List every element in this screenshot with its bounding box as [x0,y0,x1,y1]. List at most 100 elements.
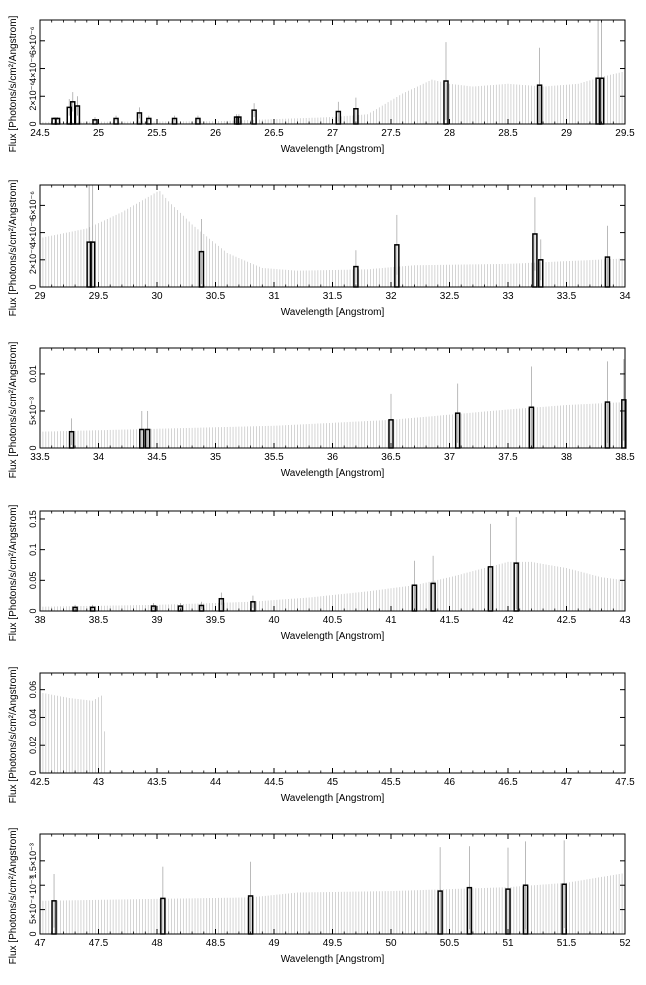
x-tick-label: 40 [268,615,280,626]
x-tick-label: 38.5 [615,452,635,463]
x-tick-label: 39.5 [206,615,226,626]
y-tick-label: 10⁻³ [28,876,38,894]
x-tick-label: 46.5 [498,777,518,788]
y-tick-label: 6×10⁻⁶ [28,191,38,220]
x-tick-label: 41 [385,615,397,626]
x-tick-label: 42.5 [557,615,577,626]
x-tick-label: 29 [34,291,46,302]
y-axis-label: Flux [Photons/s/cm²/Angstrom] [8,504,19,641]
y-axis-label: Flux [Photons/s/cm²/Angstrom] [8,341,19,478]
x-tick-label: 25.5 [147,128,167,139]
x-tick-label: 47 [34,938,46,949]
y-axis-label: Flux [Photons/s/cm²/Angstrom] [8,666,19,803]
x-tick-label: 36 [327,452,339,463]
x-axis-label: Wavelength [Angstrom] [281,144,385,155]
x-tick-label: 38 [561,452,573,463]
y-tick-label: 0.01 [28,365,38,383]
y-tick-label: 0 [28,121,38,126]
x-tick-label: 29.5 [615,128,635,139]
x-tick-label: 47 [561,777,573,788]
y-tick-label: 5×10⁻³ [28,397,38,425]
x-tick-label: 31 [268,291,280,302]
x-tick-label: 34.5 [147,452,167,463]
x-axis-label: Wavelength [Angstrom] [281,954,385,965]
x-tick-label: 38.5 [89,615,109,626]
x-tick-label: 30 [151,291,163,302]
x-tick-label: 31.5 [323,291,343,302]
y-tick-label: 1.5×10⁻³ [28,843,38,879]
y-tick-label: 0.04 [28,709,38,727]
y-tick-label: 0.05 [28,572,38,590]
y-tick-label: 0 [28,931,38,936]
y-axis-label: Flux [Photons/s/cm²/Angstrom] [8,15,19,152]
x-axis-label: Wavelength [Angstrom] [281,631,385,642]
x-tick-label: 32 [385,291,397,302]
x-tick-label: 44.5 [264,777,284,788]
x-tick-label: 48.5 [206,938,226,949]
y-tick-label: 2×10⁻⁶ [28,82,38,111]
y-axis-label: Flux [Photons/s/cm²/Angstrom] [8,179,19,316]
y-tick-label: 0.06 [28,681,38,699]
x-tick-label: 28.5 [498,128,518,139]
x-tick-label: 46 [444,777,456,788]
x-tick-label: 25 [93,128,105,139]
x-tick-label: 45 [327,777,339,788]
x-axis-label: Wavelength [Angstrom] [281,793,385,804]
x-tick-label: 28 [444,128,456,139]
x-tick-label: 30.5 [206,291,226,302]
x-tick-label: 51.5 [557,938,577,949]
y-tick-label: 0 [28,770,38,775]
y-tick-label: 4×10⁻⁶ [28,218,38,247]
x-tick-label: 50 [385,938,397,949]
x-tick-label: 44 [210,777,222,788]
x-tick-label: 26.5 [264,128,284,139]
x-tick-label: 37.5 [498,452,518,463]
y-tick-label: 4×10⁻⁶ [28,54,38,83]
y-tick-label: 0.02 [28,736,38,754]
x-tick-label: 47.5 [615,777,635,788]
x-tick-label: 32.5 [440,291,460,302]
x-tick-label: 49 [268,938,280,949]
x-tick-label: 39 [151,615,163,626]
y-tick-label: 0 [28,608,38,613]
x-tick-label: 45.5 [381,777,401,788]
x-tick-label: 35.5 [264,452,284,463]
x-axis-label: Wavelength [Angstrom] [281,307,385,318]
x-tick-label: 38 [34,615,46,626]
x-tick-label: 49.5 [323,938,343,949]
x-tick-label: 33 [502,291,514,302]
x-tick-label: 40.5 [323,615,343,626]
y-axis-label: Flux [Photons/s/cm²/Angstrom] [8,827,19,964]
x-tick-label: 35 [210,452,222,463]
x-tick-label: 43.5 [147,777,167,788]
x-tick-label: 52 [619,938,631,949]
x-tick-label: 33.5 [557,291,577,302]
y-tick-label: 0 [28,445,38,450]
x-tick-label: 34 [619,291,631,302]
x-tick-label: 29 [561,128,573,139]
x-tick-label: 27.5 [381,128,401,139]
x-tick-label: 51 [502,938,514,949]
x-tick-label: 24.5 [30,128,50,139]
y-tick-label: 5×10⁻⁴ [28,895,38,924]
x-tick-label: 47.5 [89,938,109,949]
x-tick-label: 43 [619,615,631,626]
x-tick-label: 48 [151,938,163,949]
x-tick-label: 41.5 [440,615,460,626]
y-tick-label: 6×10⁻⁶ [28,26,38,55]
y-tick-label: 0.1 [28,543,38,556]
x-tick-label: 50.5 [440,938,460,949]
plot-frame [39,672,626,774]
x-tick-label: 26 [210,128,222,139]
x-tick-label: 36.5 [381,452,401,463]
x-tick-label: 34 [93,452,105,463]
x-tick-label: 37 [444,452,456,463]
y-tick-label: 2×10⁻⁶ [28,245,38,274]
y-tick-label: 0 [28,284,38,289]
x-tick-label: 29.5 [89,291,109,302]
x-tick-label: 42.5 [30,777,50,788]
y-tick-label: 0.15 [28,510,38,528]
x-tick-label: 33.5 [30,452,50,463]
